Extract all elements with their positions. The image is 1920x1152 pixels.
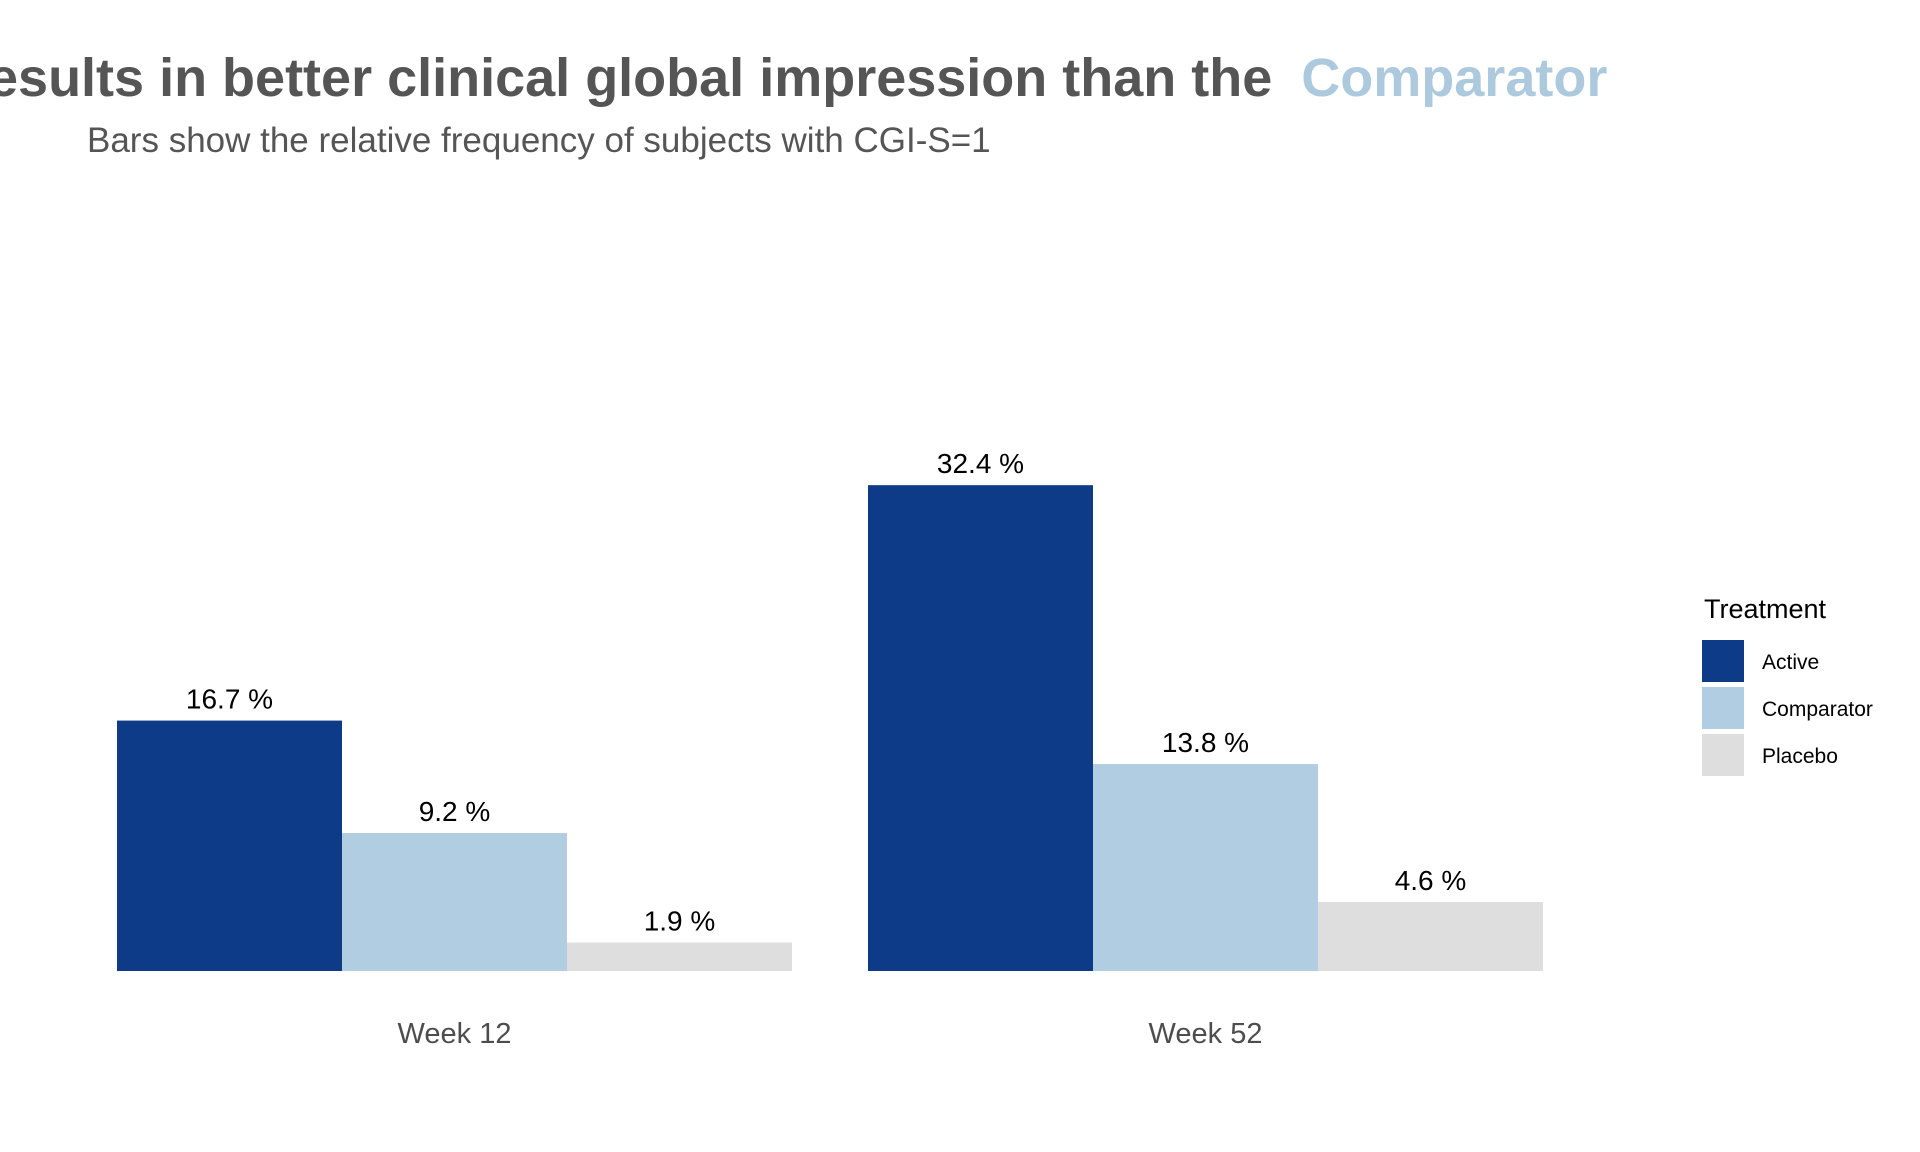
legend-item-comparator: Comparator	[1702, 687, 1873, 729]
bar-group-week-52: 32.4 % 13.8 % 4.6 % Week 52	[868, 448, 1543, 1050]
data-label-placebo-week-12: 1.9 %	[644, 906, 716, 937]
bar-placebo-week-12	[567, 942, 792, 971]
data-label-comparator-week-52: 13.8 %	[1162, 727, 1249, 758]
bar-group-week-12: 16.7 % 9.2 % 1.9 % Week 12	[117, 684, 792, 1050]
legend-title: Treatment	[1704, 594, 1827, 624]
chart-title-highlight: Comparator	[1301, 48, 1607, 108]
legend-swatch-comparator	[1702, 687, 1744, 729]
chart-title-main: esults in better clinical global impress…	[0, 48, 1272, 108]
legend-label-placebo: Placebo	[1762, 745, 1838, 768]
bar-active-week-52	[868, 485, 1093, 971]
data-label-placebo-week-52: 4.6 %	[1395, 865, 1467, 896]
plot-area: 16.7 % 9.2 % 1.9 % Week 12 32.4 % 13.8 % 4.6 %…	[117, 448, 1543, 1050]
bar-comparator-week-12	[342, 833, 567, 971]
legend-label-active: Active	[1762, 651, 1819, 674]
data-label-comparator-week-12: 9.2 %	[419, 796, 491, 827]
legend-swatch-active	[1702, 640, 1744, 682]
data-label-active-week-52: 32.4 %	[937, 448, 1024, 479]
chart-title: esults in better clinical global impress…	[0, 48, 1607, 108]
chart-subtitle: Bars show the relative frequency of subj…	[87, 121, 991, 160]
legend-label-comparator: Comparator	[1762, 698, 1873, 721]
bar-placebo-week-52	[1318, 902, 1543, 971]
legend-swatch-placebo	[1702, 734, 1744, 776]
legend-item-placebo: Placebo	[1702, 734, 1838, 776]
x-tick-label: Week 12	[398, 1018, 512, 1050]
x-tick-label: Week 52	[1149, 1018, 1263, 1050]
legend: Treatment Active Comparator Placebo	[1702, 594, 1873, 776]
bar-comparator-week-52	[1093, 764, 1318, 971]
legend-item-active: Active	[1702, 640, 1819, 682]
data-label-active-week-12: 16.7 %	[186, 684, 273, 715]
bar-active-week-12	[117, 720, 342, 971]
